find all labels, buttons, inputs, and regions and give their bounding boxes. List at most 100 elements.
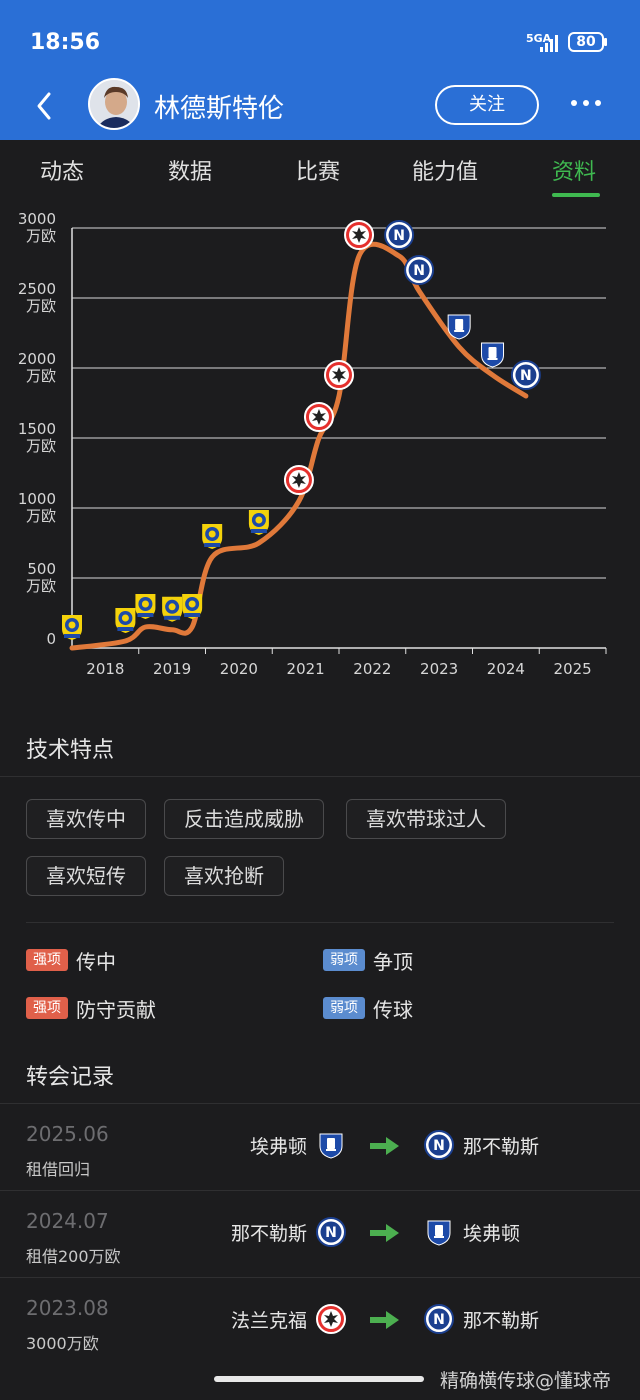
frankfurt-marker-icon	[344, 220, 375, 250]
napoli-marker-icon: N	[510, 360, 541, 390]
x-tick-label: 2025	[554, 660, 592, 678]
tech-chip: 喜欢抢断	[164, 856, 284, 896]
more-options-icon[interactable]	[568, 93, 604, 113]
frankfurt-marker-icon	[303, 402, 334, 432]
y-tick-label: 1000	[18, 490, 56, 508]
to-club-name: 那不勒斯	[463, 1136, 540, 1158]
tab-profile[interactable]: 资料	[552, 160, 597, 185]
tech-chip: 反击造成威胁	[164, 799, 324, 839]
section-divider	[0, 776, 640, 777]
napoli-marker-icon: N	[384, 220, 415, 250]
weakness-badge: 弱项	[323, 997, 365, 1019]
strength-text: 传中	[76, 950, 116, 974]
transfer-fee: 租借200万欧	[26, 1247, 121, 1266]
home-indicator[interactable]	[214, 1376, 424, 1382]
from-club-name: 那不勒斯	[230, 1223, 307, 1245]
y-tick-unit: 万欧	[26, 227, 56, 245]
transfer-date: 2023.08	[26, 1296, 109, 1320]
transfer-row[interactable]: 2023.08 3000万欧 法兰克福 N 那不勒斯	[0, 1277, 640, 1363]
transfer-row[interactable]: 2025.06 租借回归 埃弗顿 N 那不勒斯	[0, 1103, 640, 1189]
x-tick-label: 2019	[153, 660, 191, 678]
tab-bar: 动态 数据 比赛 能力值 资料	[0, 140, 640, 200]
player-photo-icon	[90, 80, 138, 128]
frankfurt-marker-icon	[283, 465, 314, 495]
transfer-fee: 租借回归	[26, 1160, 91, 1179]
strength-text: 防守贡献	[76, 998, 156, 1022]
everton-marker-icon	[447, 314, 471, 340]
to-club-name: 埃弗顿	[463, 1223, 521, 1245]
y-tick-label: 0	[46, 630, 56, 648]
transfer-arrow-icon	[370, 1137, 399, 1155]
brondby-marker-icon	[162, 596, 183, 622]
y-tick-unit: 万欧	[26, 577, 56, 595]
everton-badge-icon	[424, 1217, 454, 1247]
napoli-badge-icon: N	[316, 1217, 346, 1247]
everton-badge-icon	[316, 1130, 346, 1160]
napoli-badge-icon: N	[424, 1304, 454, 1334]
from-club-name: 埃弗顿	[249, 1136, 307, 1158]
from-club-name: 法兰克福	[230, 1310, 307, 1332]
tab-matches[interactable]: 比赛	[296, 160, 341, 185]
status-bar: 18:56 5GA 80	[0, 0, 640, 80]
frankfurt-badge-icon	[316, 1304, 346, 1334]
weakness-text: 传球	[373, 998, 413, 1022]
napoli-marker-icon: N	[404, 255, 435, 285]
svg-text:N: N	[433, 1312, 445, 1328]
tech-chip: 喜欢带球过人	[346, 799, 506, 839]
svg-text:N: N	[413, 263, 425, 279]
x-tick-label: 2023	[420, 660, 458, 678]
chart-svg: 3000万欧2500万欧2000万欧1500万欧1000万欧500万欧02018…	[18, 210, 607, 678]
transfer-date: 2025.06	[26, 1122, 109, 1146]
network-indicator: 5GA	[526, 32, 552, 45]
app-header: 18:56 5GA 80 林德斯特伦 关注	[0, 0, 640, 140]
market-value-chart: 3000 万欧 2500 万欧 2000 万欧 1500 万欧 1000 万欧 500 万欧 0 2018…	[0, 200, 640, 700]
follow-button[interactable]: 关注	[435, 85, 539, 125]
transfer-arrow-icon	[370, 1311, 399, 1329]
brondby-marker-icon	[62, 615, 82, 640]
svg-text:N: N	[393, 228, 405, 244]
player-avatar[interactable]	[88, 78, 140, 130]
value-line	[69, 241, 529, 651]
tab-stats[interactable]: 数据	[168, 160, 213, 185]
transfer-fee: 3000万欧	[26, 1334, 99, 1353]
brondby-marker-icon	[248, 510, 269, 535]
x-tick-label: 2020	[220, 660, 258, 678]
watermark: 精确横传球@懂球帝	[440, 1370, 612, 1392]
tech-section-title: 技术特点	[26, 738, 115, 763]
y-tick-label: 2500	[18, 280, 56, 298]
y-tick-label: 500	[27, 560, 56, 578]
brondby-marker-icon	[135, 594, 156, 619]
napoli-badge-icon: N	[424, 1130, 454, 1160]
weakness-badge: 弱项	[323, 949, 365, 971]
transfer-arrow-icon	[370, 1224, 399, 1242]
y-tick-unit: 万欧	[26, 367, 56, 385]
svg-text:N: N	[433, 1138, 445, 1154]
back-arrow-icon[interactable]	[32, 90, 56, 122]
y-tick-label: 3000	[18, 210, 56, 228]
brondby-marker-icon	[182, 594, 203, 619]
strength-badge: 强项	[26, 997, 68, 1019]
tab-news[interactable]: 动态	[40, 160, 85, 185]
transfer-section-title: 转会记录	[26, 1065, 115, 1090]
tech-chip: 喜欢短传	[26, 856, 146, 896]
y-tick-label: 1500	[18, 420, 56, 438]
frankfurt-marker-icon	[324, 360, 354, 390]
tab-ability[interactable]: 能力值	[412, 160, 479, 185]
svg-text:N: N	[520, 368, 532, 384]
chips-divider	[26, 922, 614, 923]
battery-icon: 80	[568, 32, 604, 52]
active-tab-indicator	[552, 193, 600, 197]
everton-marker-icon	[481, 342, 505, 368]
transfer-date: 2024.07	[26, 1209, 109, 1233]
status-time: 18:56	[30, 30, 101, 55]
x-tick-label: 2021	[287, 660, 325, 678]
x-tick-label: 2024	[487, 660, 525, 678]
tech-chip: 喜欢传中	[26, 799, 146, 839]
brondby-marker-icon	[202, 524, 223, 549]
strength-badge: 强项	[26, 949, 68, 971]
signal-icon	[540, 35, 558, 52]
y-tick-unit: 万欧	[26, 297, 56, 315]
x-tick-label: 2018	[86, 660, 124, 678]
x-tick-label: 2022	[353, 660, 391, 678]
transfer-row[interactable]: 2024.07 租借200万欧 那不勒斯 N 埃弗顿	[0, 1190, 640, 1276]
